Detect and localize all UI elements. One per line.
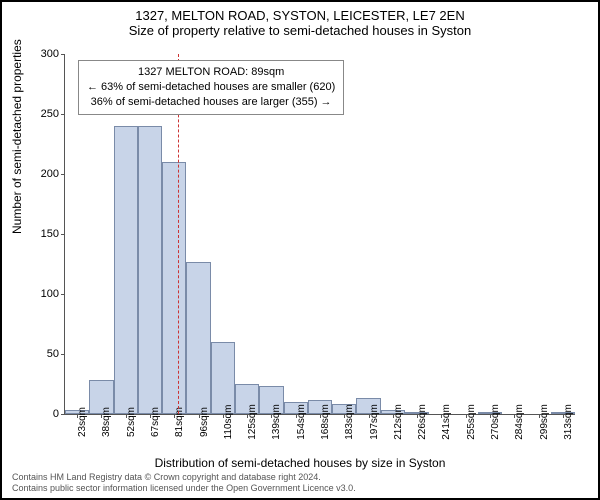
footer-line1: Contains HM Land Registry data © Crown c… (12, 472, 356, 483)
chart-container: 1327, MELTON ROAD, SYSTON, LEICESTER, LE… (0, 0, 600, 500)
y-tick-label: 0 (29, 408, 59, 420)
histogram-bar (162, 162, 186, 414)
x-tick-mark (490, 414, 491, 418)
annotation-line3: 36% of semi-detached houses are larger (… (87, 95, 335, 110)
y-tick-label: 50 (29, 348, 59, 360)
y-tick-label: 300 (29, 48, 59, 60)
x-tick-mark (296, 414, 297, 418)
y-tick-label: 200 (29, 168, 59, 180)
x-tick-mark (199, 414, 200, 418)
title-area: 1327, MELTON ROAD, SYSTON, LEICESTER, LE… (2, 2, 598, 38)
x-tick-mark (393, 414, 394, 418)
x-tick-mark (441, 414, 442, 418)
y-tick-mark (61, 234, 65, 235)
annotation-line2: ← 63% of semi-detached houses are smalle… (87, 80, 335, 95)
title-address: 1327, MELTON ROAD, SYSTON, LEICESTER, LE… (2, 8, 598, 23)
histogram-bar (114, 126, 138, 414)
chart-area: 05010015020025030023sqm38sqm52sqm67sqm81… (64, 54, 574, 414)
x-tick-mark (101, 414, 102, 418)
x-tick-mark (344, 414, 345, 418)
x-tick-mark (174, 414, 175, 418)
annotation-line1: 1327 MELTON ROAD: 89sqm (87, 65, 335, 80)
annotation-box: 1327 MELTON ROAD: 89sqm ← 63% of semi-de… (78, 60, 344, 115)
x-tick-mark (369, 414, 370, 418)
x-tick-mark (514, 414, 515, 418)
y-tick-label: 250 (29, 108, 59, 120)
x-tick-mark (77, 414, 78, 418)
histogram-bar (138, 126, 162, 414)
x-tick-mark (539, 414, 540, 418)
y-tick-mark (61, 54, 65, 55)
footer: Contains HM Land Registry data © Crown c… (12, 472, 356, 494)
x-tick-mark (466, 414, 467, 418)
y-tick-mark (61, 114, 65, 115)
x-tick-mark (150, 414, 151, 418)
y-tick-mark (61, 174, 65, 175)
x-tick-mark (223, 414, 224, 418)
x-tick-mark (320, 414, 321, 418)
x-tick-mark (247, 414, 248, 418)
footer-line2: Contains public sector information licen… (12, 483, 356, 494)
x-tick-mark (563, 414, 564, 418)
title-subtitle: Size of property relative to semi-detach… (2, 23, 598, 38)
histogram-bar (186, 262, 210, 414)
y-axis-label: Number of semi-detached properties (10, 39, 24, 234)
y-tick-mark (61, 354, 65, 355)
x-tick-mark (126, 414, 127, 418)
y-tick-mark (61, 414, 65, 415)
x-tick-mark (417, 414, 418, 418)
histogram-bar (211, 342, 235, 414)
y-tick-label: 100 (29, 288, 59, 300)
x-tick-mark (271, 414, 272, 418)
y-tick-label: 150 (29, 228, 59, 240)
x-axis-label: Distribution of semi-detached houses by … (2, 456, 598, 470)
y-tick-mark (61, 294, 65, 295)
x-tick-label: 313sqm (563, 404, 600, 440)
